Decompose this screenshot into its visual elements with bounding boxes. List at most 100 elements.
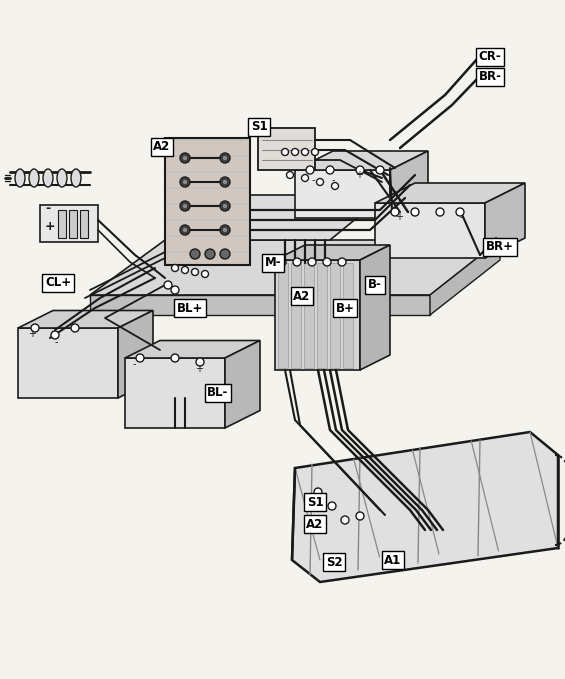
Circle shape [222,203,228,209]
Text: S1: S1 [251,120,267,134]
Polygon shape [295,170,390,218]
Circle shape [181,266,189,274]
Circle shape [292,149,298,155]
Polygon shape [18,328,118,398]
Circle shape [222,155,228,161]
Circle shape [171,286,179,294]
Circle shape [281,149,289,155]
Circle shape [436,208,444,216]
Circle shape [182,227,188,233]
Polygon shape [317,263,327,368]
Polygon shape [304,263,314,368]
Circle shape [356,166,364,174]
Circle shape [182,179,188,185]
Circle shape [205,249,215,259]
Text: CL+: CL+ [45,276,71,289]
Text: -: - [460,212,463,222]
Polygon shape [375,183,525,203]
Circle shape [341,516,349,524]
Text: S2: S2 [325,555,342,568]
Circle shape [311,149,319,155]
Circle shape [332,183,338,189]
Circle shape [182,203,188,209]
Circle shape [164,281,172,289]
Text: A2: A2 [153,141,171,153]
Circle shape [220,225,230,235]
Circle shape [308,258,316,266]
Text: +: + [28,329,36,339]
Text: B+: B+ [336,301,354,314]
Text: BR-: BR- [479,71,502,84]
Polygon shape [69,210,77,238]
Ellipse shape [15,169,25,187]
Polygon shape [225,340,260,428]
Circle shape [326,166,334,174]
Circle shape [136,354,144,362]
Circle shape [180,201,190,211]
Circle shape [190,249,200,259]
Circle shape [31,324,39,332]
Polygon shape [40,205,98,242]
Ellipse shape [57,169,67,187]
Circle shape [278,258,286,266]
Circle shape [171,354,179,362]
Polygon shape [165,138,250,265]
Circle shape [338,258,346,266]
Polygon shape [275,260,360,370]
Circle shape [192,268,198,276]
Polygon shape [90,295,430,315]
Polygon shape [343,263,353,368]
Text: -: - [55,337,59,347]
Polygon shape [295,151,428,170]
Text: +: + [395,212,403,222]
Circle shape [71,324,79,332]
Circle shape [222,179,228,185]
Polygon shape [375,203,485,258]
Text: +: + [45,220,55,233]
Circle shape [302,175,308,181]
Circle shape [172,265,179,272]
Polygon shape [118,310,153,398]
Polygon shape [330,263,340,368]
Text: +: + [355,170,363,180]
Circle shape [180,225,190,235]
Circle shape [196,358,204,366]
Polygon shape [360,245,390,370]
Circle shape [182,155,188,161]
Polygon shape [430,240,500,315]
Text: -: - [133,359,137,369]
Text: M-: M- [264,257,281,270]
Polygon shape [125,340,260,358]
Text: -: - [332,175,336,185]
Text: B-: B- [368,278,382,291]
Circle shape [316,179,324,185]
Polygon shape [125,358,225,428]
Circle shape [51,331,59,339]
Text: A2: A2 [306,517,324,530]
Text: +: + [195,364,203,374]
Polygon shape [275,245,390,260]
Circle shape [323,258,331,266]
Circle shape [376,166,384,174]
Circle shape [180,177,190,187]
Text: BR+: BR+ [486,240,514,253]
Text: -: - [312,175,315,185]
Circle shape [302,149,308,155]
Ellipse shape [29,169,39,187]
Polygon shape [18,310,153,328]
Text: -: - [45,202,50,215]
Circle shape [202,270,208,278]
Circle shape [220,177,230,187]
Ellipse shape [71,169,81,187]
Text: BL+: BL+ [177,301,203,314]
Polygon shape [80,210,88,238]
Text: A1: A1 [384,553,402,566]
Polygon shape [58,210,66,238]
Circle shape [220,153,230,163]
Text: BL-: BL- [207,386,229,399]
Circle shape [180,153,190,163]
Circle shape [222,227,228,233]
Circle shape [328,502,336,510]
Circle shape [411,208,419,216]
Circle shape [356,512,364,520]
